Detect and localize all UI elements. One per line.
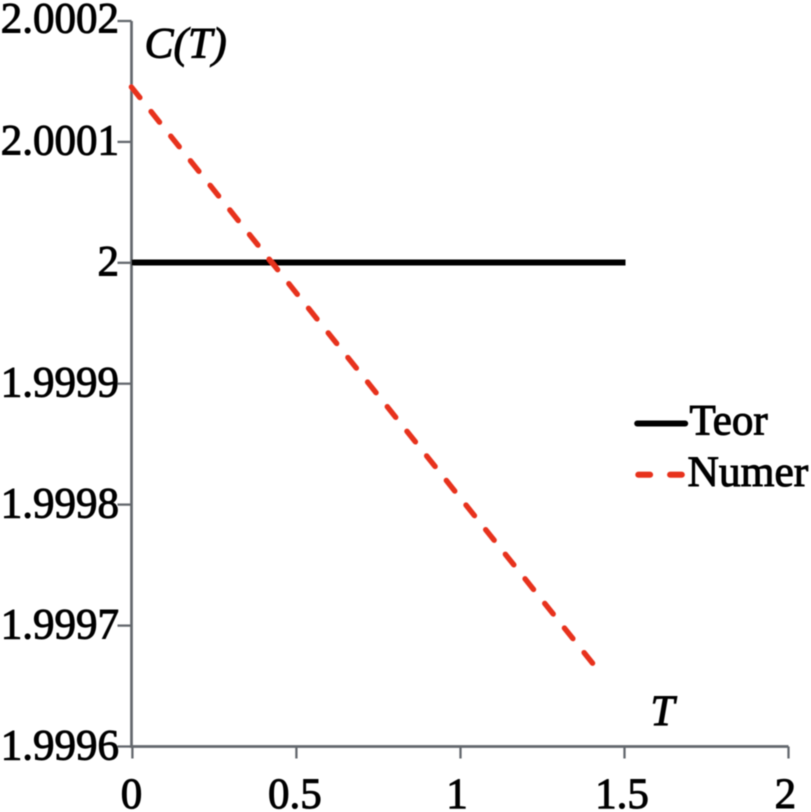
svg-text:T: T: [651, 688, 678, 735]
svg-text:1.9998: 1.9998: [1, 481, 119, 528]
svg-text:1.9999: 1.9999: [1, 360, 119, 407]
svg-text:1.5: 1.5: [595, 771, 649, 812]
svg-text:1: 1: [446, 771, 468, 812]
svg-text:2: 2: [98, 239, 120, 286]
svg-text:1.9996: 1.9996: [1, 723, 119, 770]
svg-text:2.0002: 2.0002: [1, 0, 119, 43]
svg-text:0.5: 0.5: [268, 771, 322, 812]
svg-text:2.0001: 2.0001: [1, 118, 119, 165]
svg-text:Numer: Numer: [688, 448, 809, 496]
svg-text:C(T): C(T): [145, 20, 227, 68]
svg-text:Teor: Teor: [690, 398, 768, 445]
svg-text:2: 2: [775, 771, 797, 812]
svg-text:0: 0: [121, 771, 143, 812]
svg-text:1.9997: 1.9997: [1, 602, 119, 649]
